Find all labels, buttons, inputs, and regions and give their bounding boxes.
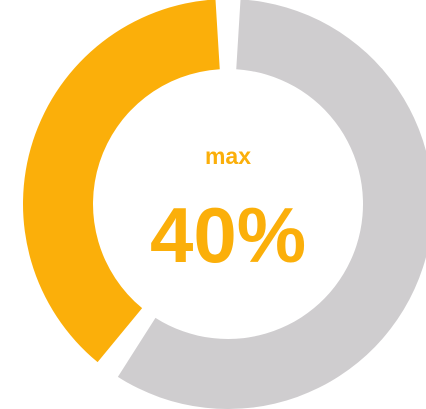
donut-segments	[23, 0, 426, 409]
center-label: max	[205, 143, 251, 169]
donut-segment-0	[23, 0, 220, 363]
donut-segment-1	[117, 0, 426, 409]
center-value: 40%	[150, 191, 306, 279]
